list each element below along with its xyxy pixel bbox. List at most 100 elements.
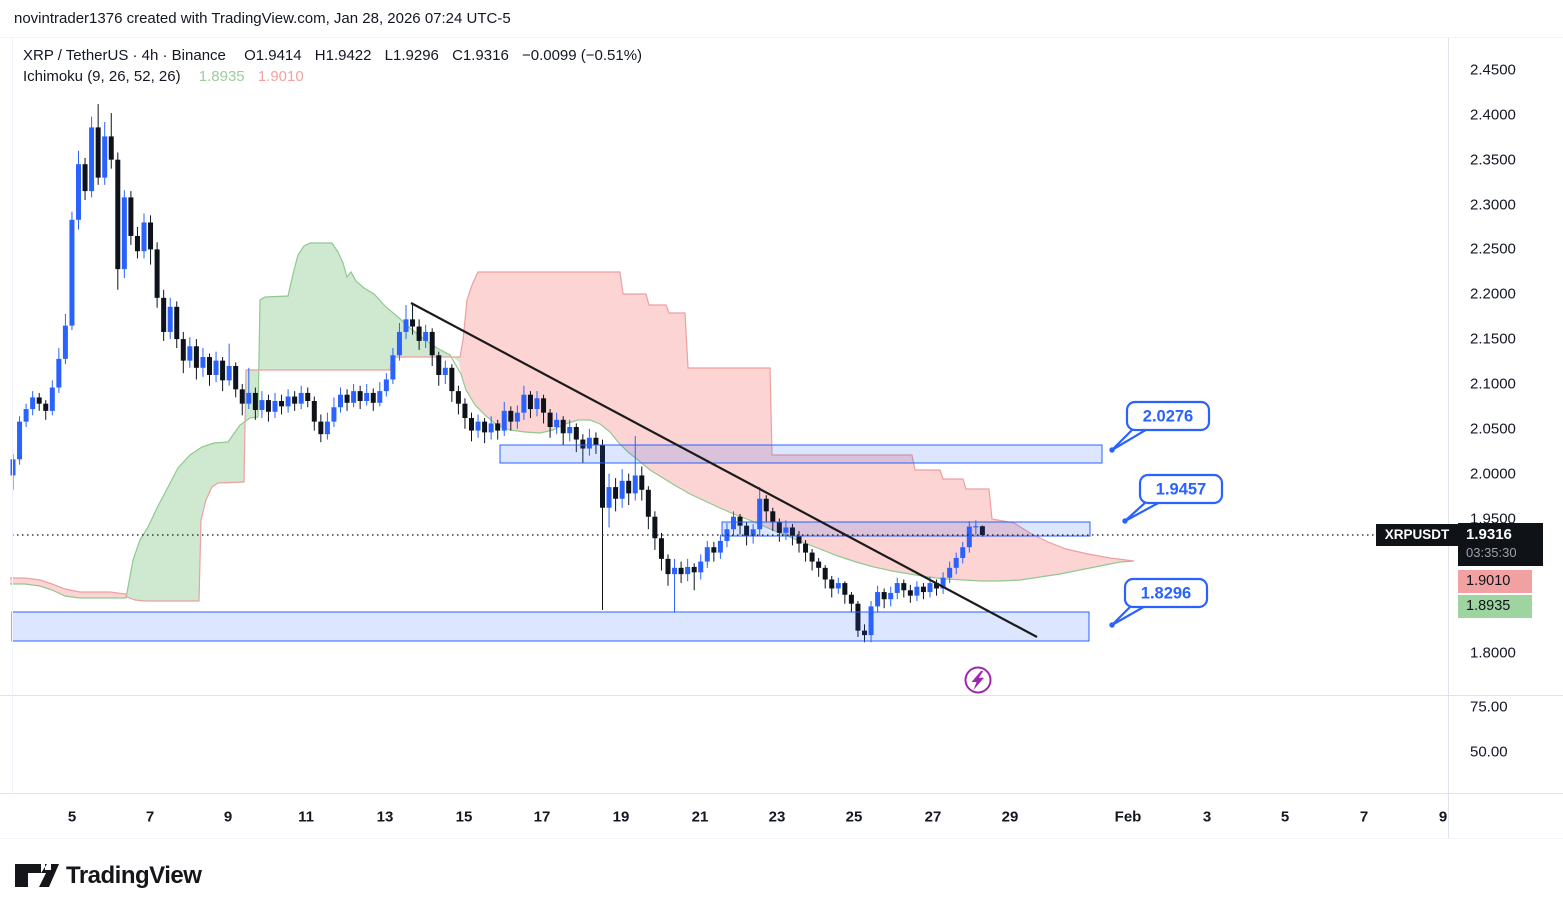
tradingview-logo-icon [15,864,59,887]
time-tick-label: 11 [298,808,314,826]
candle-up [704,547,710,562]
candle-down [691,566,697,573]
candle-up [76,164,81,220]
candle-down [626,480,632,494]
candle-up [567,427,573,434]
candle-up [894,583,900,593]
time-tick-label: 29 [1001,808,1019,826]
candle-down [43,403,49,411]
candle-down [292,396,298,404]
candle-down [711,547,717,553]
candle-up [685,566,691,575]
supply-demand-zone[interactable] [11,611,1090,642]
price-callout-label[interactable]: 1.9457 [1122,473,1224,524]
candle-up [285,396,291,407]
span-a-price-tag: 1.8935 [1458,595,1532,618]
candle-down [318,421,324,435]
price-tick-label: 2.4000 [1470,106,1516,124]
time-tick-label: 9 [223,808,233,826]
supply-demand-zone[interactable] [721,521,1091,537]
pane-divider[interactable] [0,695,1563,696]
indicator-title[interactable]: Ichimoku (9, 26, 52, 26) [23,68,181,85]
price-callout-label[interactable]: 2.0276 [1109,400,1211,453]
candle-up [501,410,507,431]
symbol-title[interactable]: XRP / TetherUS · 4h · Binance [23,47,226,64]
candle-up [835,583,841,589]
candle-up [632,475,638,494]
time-tick-label: 21 [691,808,709,826]
chart-legend: XRP / TetherUS · 4h · Binance O1.9414 H1… [23,45,651,87]
candle-up [724,529,730,541]
candle-down [848,594,854,604]
candle-down [737,516,743,526]
callout-price-text: 1.8296 [1141,585,1191,603]
candle-down [881,592,887,600]
candle-down [744,525,750,537]
candle-up [514,412,520,422]
candle-up [888,592,894,600]
zone-drawings [11,444,1103,642]
time-tick-label: 5 [1280,808,1290,826]
candle-up [442,367,448,375]
candle-up [390,355,396,380]
candle-down [541,398,547,413]
candle-down [613,487,619,499]
price-callouts: 2.0276 1.9457 1.8296 [1109,400,1224,628]
candle-up [717,540,723,553]
candle-down [862,630,867,636]
lightning-marker-icon[interactable] [964,666,992,694]
header-divider [0,37,1563,38]
candle-down [593,437,599,445]
candle-down [207,357,212,375]
candle-down [580,439,586,449]
symbol-price-tag[interactable]: XRPUSDT [1376,524,1458,546]
trendline-drawing[interactable] [410,302,1038,638]
footer-divider [0,838,1563,839]
candle-up [17,421,23,460]
price-tick-label: 2.3000 [1470,196,1516,214]
candle-down [547,412,553,428]
candle-down [658,538,664,559]
candle-up [966,526,972,548]
indicator-tick-label: 50.00 [1470,743,1508,761]
candle-down [429,331,435,356]
tradingview-footer[interactable]: TradingView [14,862,202,890]
candle-up [586,437,592,449]
last-price-value: 1.9316 [1466,526,1512,543]
candle-down [265,400,271,412]
candle-up [619,480,625,499]
candle-up [914,586,920,596]
price-callout-label[interactable]: 1.8296 [1109,577,1209,628]
candle-up [226,366,232,381]
candle-down [469,418,474,431]
candle-down [115,159,121,270]
last-price-tag[interactable]: 1.9316 03:35:30 [1458,523,1543,566]
price-tick-label: 2.0500 [1470,420,1516,438]
price-axis-divider [1448,38,1449,838]
candle-up [338,394,343,408]
candle-down [311,400,317,422]
candle-down [645,489,651,517]
price-tick-label: 1.9500 [1470,510,1516,527]
candle-down [907,590,913,596]
ichimoku-cloud [10,242,1135,602]
candle-up [927,583,933,593]
candle-down [573,427,579,440]
time-tick-label: 5 [67,808,77,826]
candle-up [62,325,68,359]
candle-down [934,583,940,589]
candle-down [128,197,134,236]
price-change: −0.0099 (−0.51%) [521,47,643,64]
candle-down [154,249,160,298]
candle-down [816,561,822,568]
candle-down [763,498,769,512]
candle-up [200,357,206,368]
candle-up [953,557,959,568]
candle-up [89,127,95,192]
supply-demand-zone[interactable] [499,444,1103,464]
candle-up [606,487,612,508]
candle-up [750,529,756,537]
candle-up [167,306,173,332]
lightning-bolt-glyph [971,671,984,690]
